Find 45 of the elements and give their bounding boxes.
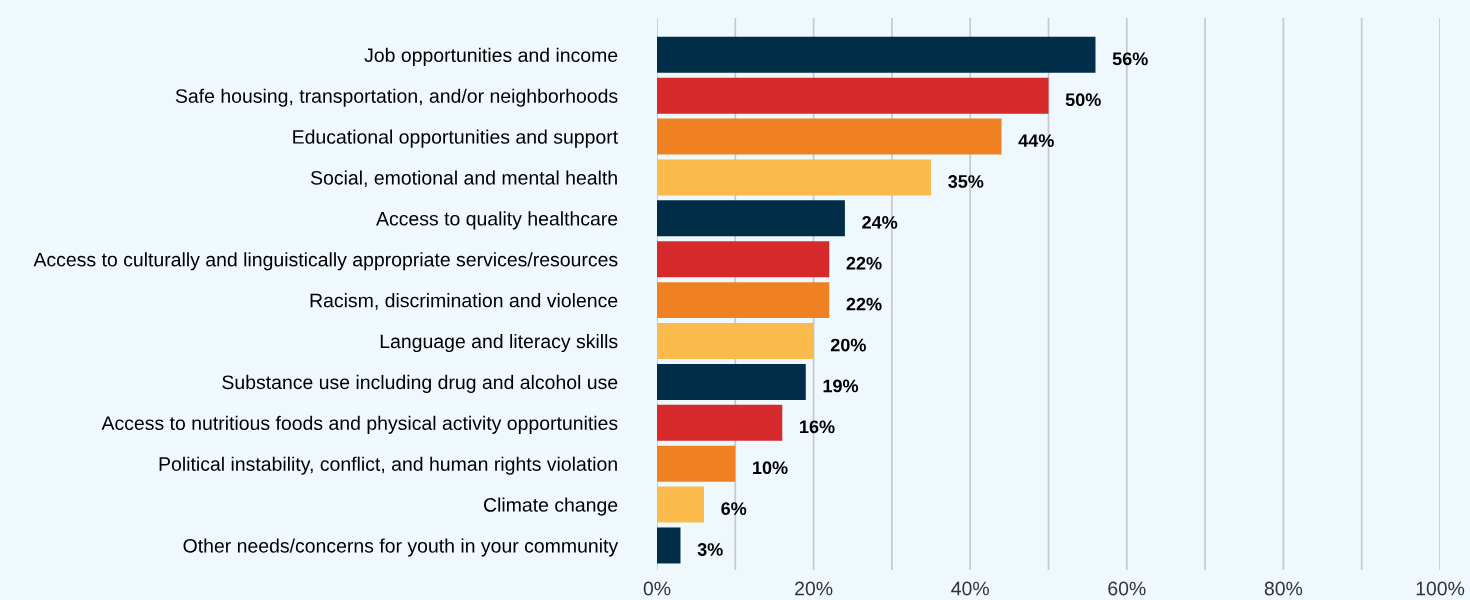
data-label: 16% [800,420,835,434]
y-tick-label: Social, emotional and mental health [310,170,617,187]
y-tick-label: Substance use including drug and alcohol use [222,374,618,393]
bar [657,404,783,441]
y-tick-label: Safe housing, transportation, and/or neighborhoods [175,88,618,107]
data-label: 44% [1018,134,1054,147]
x-tick-label: 80% [1264,581,1303,596]
x-tick-label: 60% [1108,581,1146,596]
x-tick-label: 40% [951,581,989,596]
bar [657,36,1096,73]
x-tick-label: 100% [1416,581,1465,596]
bar [657,241,830,278]
y-tick-label: Language and literacy skills [380,333,618,353]
bar [657,445,736,482]
data-label: 50% [1065,93,1101,107]
x-tick-label: 0% [643,581,671,596]
bar [657,282,830,319]
y-tick-label: Climate change [484,497,618,516]
data-label: 24% [862,215,898,229]
bar [657,118,1002,155]
data-label: 19% [823,379,859,393]
y-tick-label: Access to culturally and linguistically appropriate services/resources [33,252,618,271]
y-tick-label: Access to nutritious foods and physical activity opportunities [101,415,618,434]
data-label: 56% [1112,52,1148,66]
data-label: 22% [846,297,882,311]
bar [657,363,806,400]
y-tick-label: Political instability, conflict, and human rights violation [159,456,617,475]
data-label: 20% [830,338,866,352]
data-label: 35% [948,175,984,188]
y-tick-label: Access to quality healthcare [376,211,618,230]
data-label: 3% [697,543,723,556]
y-tick-label: Racism, discrimination and violence [310,293,618,310]
data-label: 22% [846,256,882,270]
bar [657,486,704,523]
bar [657,200,845,237]
x-tick-label: 20% [795,581,833,596]
bar [657,323,814,360]
bar [657,77,1049,114]
data-label: 6% [721,502,747,515]
bar [657,527,681,564]
y-tick-label: Other needs/concerns for youth in your community [183,538,619,557]
y-tick-label: Educational opportunities and support [293,129,618,148]
bar [657,159,932,196]
y-tick-label: Job opportunities and income [364,47,618,66]
data-label: 10% [753,461,788,475]
